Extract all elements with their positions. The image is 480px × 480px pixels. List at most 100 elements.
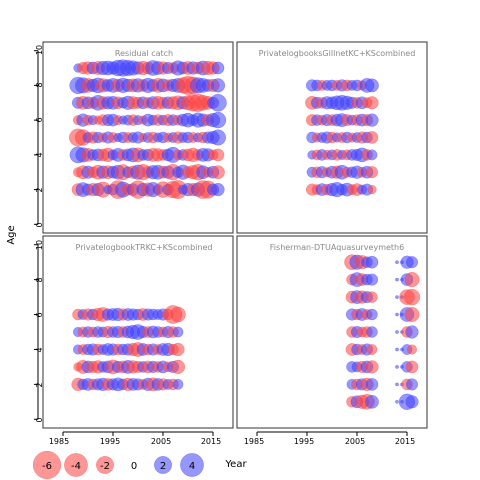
bubble-fisherman-age2-2016 (405, 378, 419, 391)
bubble-trkc-age2-2008 (172, 379, 184, 390)
bubble-gillnet-age4-2008 (366, 149, 378, 161)
bubble-fisherman-age2-2013 (395, 382, 399, 387)
x-axis-line-right (256, 431, 408, 436)
bubble-trkc-age5-2008 (172, 326, 184, 338)
bubble-fisherman-age1-2016 (405, 395, 419, 409)
bubble-residual-catch-age6-2016 (209, 111, 227, 129)
bubble-residual-catch-age9-2016 (211, 61, 225, 75)
panel-marks-gillnet (305, 78, 379, 198)
panel-title-residual-catch: Residual catch (115, 49, 173, 58)
bubble-gillnet-age2-2008 (367, 185, 377, 195)
legend-label-neg4: -4 (71, 461, 81, 472)
x-axis-line-left (62, 431, 214, 436)
legend-bubble-neg4 (64, 453, 88, 477)
bubble-fisherman-age3-2008 (365, 360, 379, 374)
y-tick-top-10: 10 (35, 45, 44, 55)
axis-lines (34, 50, 408, 436)
bubble-fisherman-age9-2013 (395, 260, 399, 265)
y-tick-bottom-2: 2 (35, 382, 44, 387)
bubble-fisherman-age9-2016 (405, 256, 419, 269)
bubble-residual-catch-age7-2016 (209, 94, 227, 112)
y-axis-label: Age (6, 225, 17, 244)
bubble-fisherman-age7-2008 (366, 291, 378, 303)
legend-bubble-2 (154, 456, 172, 474)
x-tick-right-2015: 2015 (395, 437, 415, 446)
bubble-fisherman-age6-2013 (395, 312, 399, 317)
y-tick-top-6: 6 (35, 117, 44, 122)
x-tick-right-2005: 2005 (345, 437, 365, 446)
bubble-trkc-age3-2008 (170, 359, 186, 374)
y-tick-top-2: 2 (35, 187, 44, 192)
x-axis-label: Year (224, 459, 247, 470)
bubble-fisherman-age1-2008 (365, 394, 379, 409)
bubble-fisherman-age1-2013 (395, 399, 399, 404)
bubble-fisherman-age5-2013 (395, 330, 399, 334)
x-tick-right-1995: 1995 (294, 437, 314, 446)
bubble-trkc-age4-2008 (171, 342, 185, 357)
y-axis-line-top (34, 50, 39, 225)
bubble-residual-catch-age3-2016 (211, 165, 225, 180)
x-axis-ticks: 1985 1995 2005 2015 1985 1995 2005 2015 (49, 437, 415, 446)
bubble-gillnet-age8-2008 (365, 78, 379, 93)
panel-marks-fisherman (344, 254, 421, 410)
y-tick-top-8: 8 (35, 82, 44, 87)
bubble-gillnet-age5-2008 (365, 131, 379, 144)
x-tick-left-2005: 2005 (151, 437, 171, 446)
y-tick-top-4: 4 (35, 152, 44, 157)
bubble-fisherman-age7-2013 (395, 295, 399, 299)
legend-bubble-neg6 (32, 450, 62, 480)
bubble-fisherman-age4-2008 (366, 344, 378, 355)
y-tick-bottom-10: 10 (35, 240, 44, 250)
panel-frame-fisherman (236, 235, 428, 429)
legend-bubble-neg2 (96, 456, 114, 474)
bubble-fisherman-age9-2008 (365, 255, 379, 269)
y-tick-bottom-8: 8 (35, 277, 44, 282)
y-tick-top-0: 0 (35, 222, 44, 227)
x-tick-left-1985: 1985 (49, 437, 69, 446)
y-tick-bottom-0: 0 (35, 417, 44, 422)
legend-label-neg6: -6 (42, 461, 52, 472)
panel-frame-residual-catch (42, 41, 234, 234)
bubble-fisherman-age8-2013 (395, 277, 399, 282)
size-legend: -6 -4 -2 0 2 4 (32, 450, 204, 480)
y-tick-bottom-6: 6 (35, 312, 44, 317)
panel-title-trkc: PrivatelogbookTRKC+KScombined (76, 243, 213, 252)
bubble-fisherman-age7-2016 (403, 288, 421, 306)
bubble-fisherman-age5-2008 (366, 326, 378, 338)
y-axis-ticks: 0 2 4 6 8 10 0 2 4 6 8 10 (35, 45, 44, 423)
bubble-residual-catch-age5-2016 (210, 129, 226, 146)
panel-marks-trkc (71, 305, 186, 392)
legend-bubble-4 (180, 453, 204, 477)
panel-marks-residual-catch (69, 59, 227, 200)
legend-label-2: 2 (160, 461, 166, 472)
bubble-marks (69, 59, 421, 410)
panel-frame-trkc (42, 235, 234, 429)
legend-label-4: 4 (189, 461, 195, 472)
panel-frame-gillnet (236, 41, 428, 234)
bubble-gillnet-age3-2008 (365, 166, 379, 179)
bubble-fisherman-age4-2016 (406, 344, 418, 355)
bubble-gillnet-age6-2008 (365, 113, 379, 127)
bubble-fisherman-age8-2008 (365, 273, 379, 286)
panel-title-gillnet: PrivatelogbooksGillnetKC+KScombined (259, 49, 416, 58)
panel-frames (42, 41, 428, 429)
bubble-fisherman-age8-2016 (404, 272, 420, 288)
y-axis-line-bottom (34, 244, 39, 420)
legend-label-0: 0 (131, 461, 137, 472)
legend-label-neg2: -2 (100, 461, 110, 472)
bubble-fisherman-age2-2008 (365, 378, 379, 391)
bubble-residual-catch-age4-2016 (211, 148, 225, 162)
x-tick-left-2015: 2015 (201, 437, 221, 446)
bubble-fisherman-age3-2013 (395, 365, 399, 369)
bubble-fisherman-age6-2016 (404, 306, 420, 323)
bubble-fisherman-age3-2016 (405, 360, 419, 374)
bubble-gillnet-age7-2008 (365, 96, 379, 110)
bubble-fisherman-age6-2008 (366, 308, 378, 321)
x-tick-left-1995: 1995 (100, 437, 120, 446)
bubble-fisherman-age4-2013 (395, 347, 399, 352)
panel-titles: Residual catch PrivatelogbooksGillnetKC+… (76, 49, 416, 252)
bubble-residual-catch-age2-2016 (211, 183, 225, 197)
panel-title-fisherman: Fisherman-DTUAquasurveymeth6 (270, 243, 404, 252)
y-tick-bottom-4: 4 (35, 347, 44, 352)
